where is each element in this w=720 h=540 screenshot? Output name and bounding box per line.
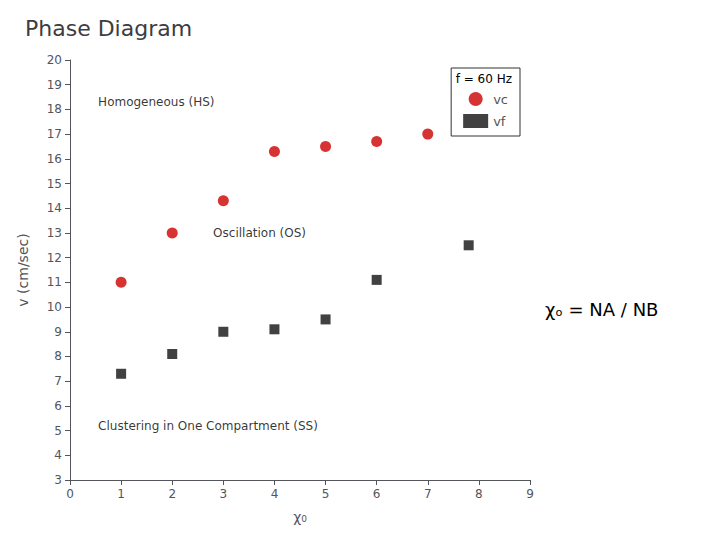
svg-text:vc: vc — [493, 92, 508, 107]
svg-text:7: 7 — [424, 487, 432, 501]
svg-text:19: 19 — [47, 78, 62, 92]
svg-text:9: 9 — [526, 487, 534, 501]
svg-text:12: 12 — [47, 251, 62, 265]
svg-text:Phase Diagram: Phase Diagram — [25, 16, 192, 41]
svg-text:15: 15 — [47, 177, 62, 191]
svg-text:Oscillation (OS): Oscillation (OS) — [213, 226, 306, 240]
svg-text:6: 6 — [54, 399, 62, 413]
svg-text:5: 5 — [322, 487, 330, 501]
svg-text:f = 60 Hz: f = 60 Hz — [456, 72, 512, 86]
svg-text:18: 18 — [47, 102, 62, 116]
svg-text:3: 3 — [220, 487, 228, 501]
svg-text:2: 2 — [168, 487, 176, 501]
svg-text:16: 16 — [47, 152, 62, 166]
svg-text:v (cm/sec): v (cm/sec) — [15, 233, 31, 306]
svg-text:5: 5 — [54, 424, 62, 438]
svg-text:10: 10 — [47, 300, 62, 314]
svg-text:7: 7 — [54, 374, 62, 388]
svg-text:4: 4 — [54, 448, 62, 462]
svg-text:4: 4 — [271, 487, 279, 501]
svg-text:8: 8 — [475, 487, 483, 501]
svg-text:11: 11 — [47, 275, 62, 289]
svg-text:13: 13 — [47, 226, 62, 240]
svg-text:14: 14 — [47, 201, 62, 215]
svg-text:χₒ = NA / NB: χₒ = NA / NB — [545, 299, 658, 320]
svg-text:3: 3 — [54, 473, 62, 487]
svg-text:17: 17 — [47, 127, 62, 141]
svg-text:8: 8 — [54, 349, 62, 363]
svg-text:9: 9 — [54, 325, 62, 339]
svg-text:1: 1 — [117, 487, 125, 501]
svg-text:Homogeneous (HS): Homogeneous (HS) — [98, 95, 214, 109]
svg-text:χ₀: χ₀ — [293, 509, 307, 525]
svg-text:vf: vf — [493, 114, 506, 129]
svg-text:6: 6 — [373, 487, 381, 501]
svg-text:20: 20 — [47, 53, 62, 67]
svg-text:Clustering in One Compartment: Clustering in One Compartment (SS) — [98, 419, 318, 433]
svg-text:0: 0 — [66, 487, 74, 501]
